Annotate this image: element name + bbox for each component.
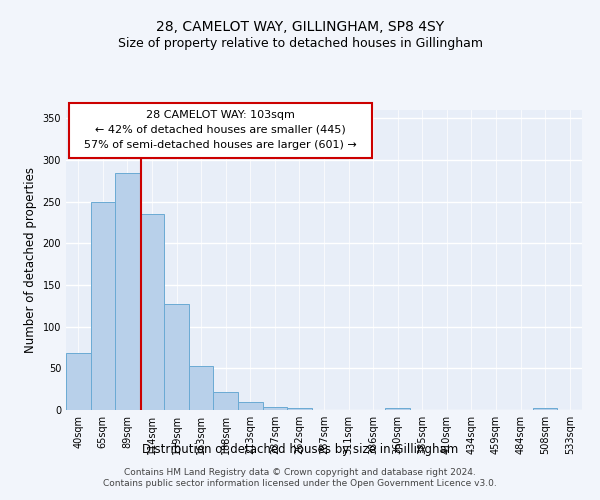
Text: Contains HM Land Registry data © Crown copyright and database right 2024.
Contai: Contains HM Land Registry data © Crown c… — [103, 468, 497, 487]
Bar — [533, 408, 557, 410]
Bar — [238, 402, 263, 410]
Bar — [287, 408, 312, 410]
Bar — [189, 366, 214, 410]
Bar — [263, 406, 287, 410]
Bar — [214, 392, 238, 410]
Bar — [140, 214, 164, 410]
Bar — [164, 304, 189, 410]
Bar — [385, 408, 410, 410]
Text: Distribution of detached houses by size in Gillingham: Distribution of detached houses by size … — [142, 444, 458, 456]
Text: 28 CAMELOT WAY: 103sqm
← 42% of detached houses are smaller (445)
57% of semi-de: 28 CAMELOT WAY: 103sqm ← 42% of detached… — [84, 110, 357, 150]
Bar — [115, 172, 140, 410]
Text: Size of property relative to detached houses in Gillingham: Size of property relative to detached ho… — [118, 38, 482, 51]
Text: 28, CAMELOT WAY, GILLINGHAM, SP8 4SY: 28, CAMELOT WAY, GILLINGHAM, SP8 4SY — [156, 20, 444, 34]
Bar — [66, 354, 91, 410]
Bar — [91, 202, 115, 410]
Y-axis label: Number of detached properties: Number of detached properties — [24, 167, 37, 353]
